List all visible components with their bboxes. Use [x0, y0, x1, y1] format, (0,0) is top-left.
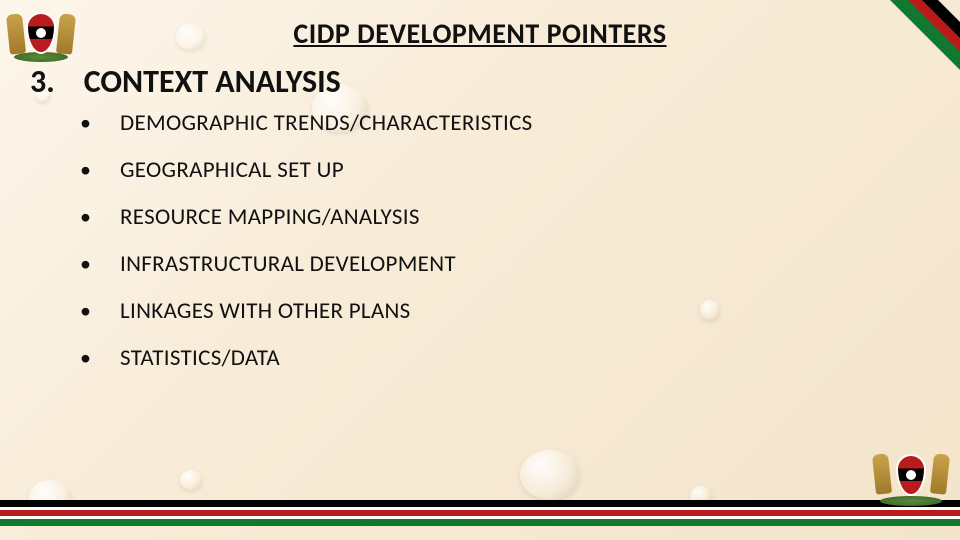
stripe-red: [0, 510, 960, 517]
water-drop: [180, 470, 202, 490]
coa-lion-left: [872, 453, 892, 494]
stripe-black: [0, 500, 960, 507]
coa-base: [880, 496, 942, 506]
flag-stripes: [0, 500, 960, 526]
bullet-item: GEOGRAPHICAL SET UP: [80, 159, 900, 182]
slide-title: CIDP DEVELOPMENT POINTERS: [0, 16, 960, 51]
coa-shield: [896, 454, 926, 496]
water-drop: [520, 450, 580, 500]
slide: CIDP DEVELOPMENT POINTERS 3. CONTEXT ANA…: [0, 0, 960, 540]
section-title: CONTEXT ANALYSIS: [84, 62, 341, 101]
stripe-green: [0, 519, 960, 526]
bullet-list: DEMOGRAPHIC TRENDS/CHARACTERISTICS GEOGRA…: [80, 112, 900, 394]
bullet-item: STATISTICS/DATA: [80, 347, 900, 370]
section-heading: 3. CONTEXT ANALYSIS: [30, 62, 341, 101]
coa-lion-right: [930, 453, 950, 494]
bullet-item: LINKAGES WITH OTHER PLANS: [80, 300, 900, 323]
bullet-item: INFRASTRUCTURAL DEVELOPMENT: [80, 253, 900, 276]
section-number: 3.: [30, 62, 55, 101]
bullet-item: DEMOGRAPHIC TRENDS/CHARACTERISTICS: [80, 112, 900, 135]
bullet-item: RESOURCE MAPPING/ANALYSIS: [80, 206, 900, 229]
coat-of-arms-bottom: [872, 444, 950, 506]
